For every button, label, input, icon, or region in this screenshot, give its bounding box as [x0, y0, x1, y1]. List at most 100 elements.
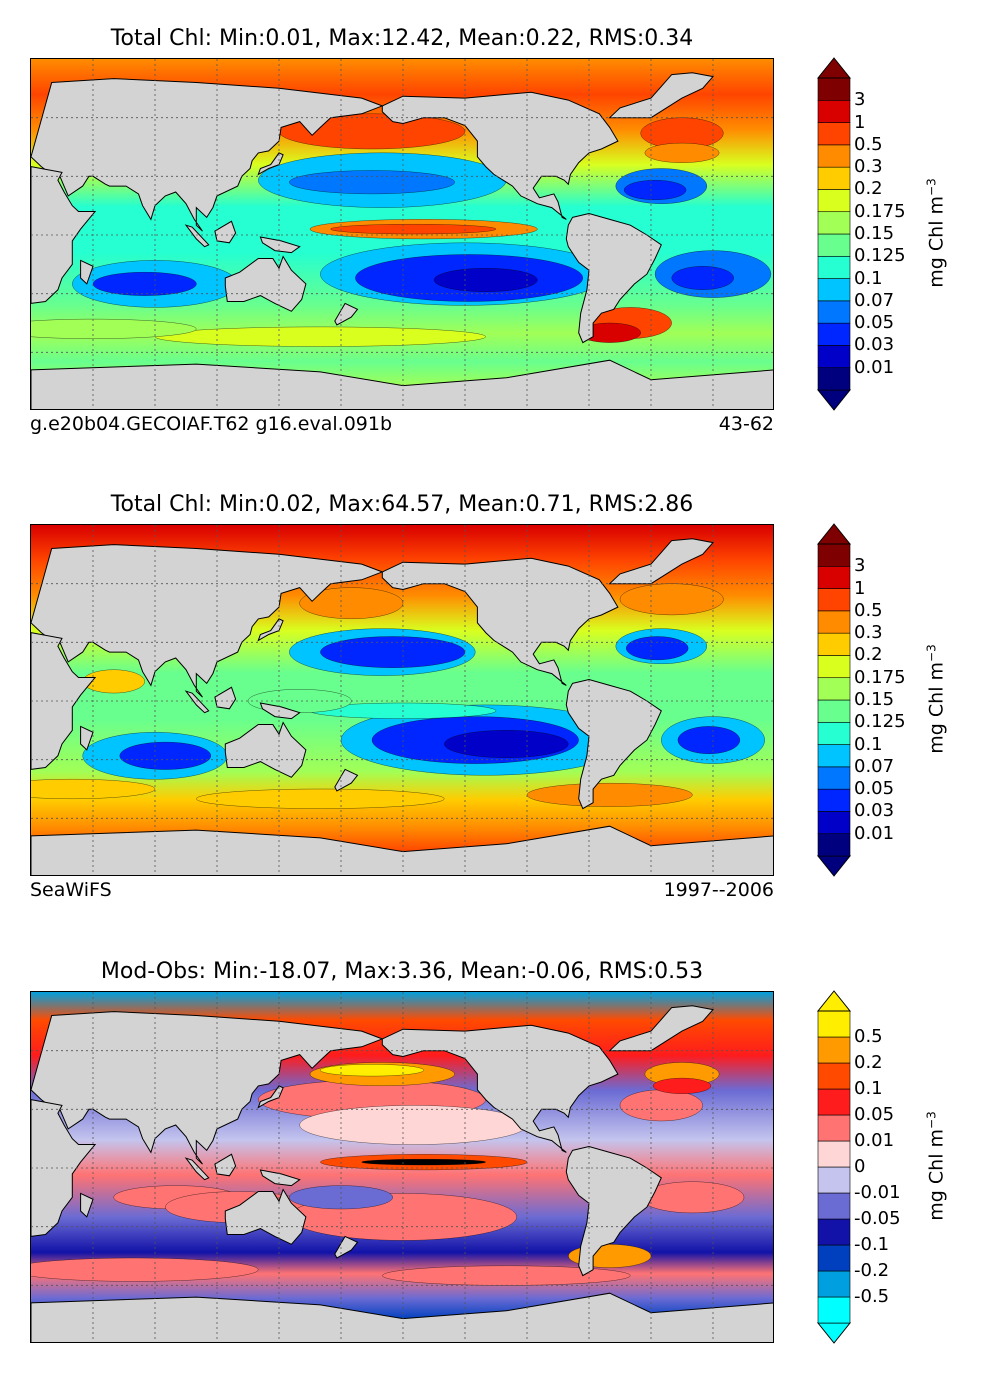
colorbar-segment [817, 367, 851, 391]
land-greenland [608, 538, 714, 585]
contour-region-16 [196, 788, 445, 809]
contour-region-12 [330, 223, 497, 235]
contour-region-10 [92, 271, 197, 296]
colorbar-segment [817, 833, 851, 857]
colorbar-tick-label: 0.125 [854, 711, 906, 733]
land-australia [224, 1188, 307, 1245]
colorbar-tick-label: 0.05 [854, 778, 895, 800]
colorbar-tick-label: 0.2 [854, 1052, 883, 1073]
land-greenland [608, 1005, 714, 1052]
contour-region-8 [671, 266, 734, 290]
contour-region-10 [119, 741, 212, 770]
colorbar-ticks: 0.01 0.03 0.05 0.07 0.1 0.125 0.15 0.175 0.2 0.3 0… [854, 544, 924, 856]
colorbar-lower-extend [816, 1322, 852, 1344]
land-new-zealand [334, 1235, 359, 1259]
colorbar-segment [817, 788, 851, 812]
colorbar-tick-label: 0.1 [854, 267, 883, 289]
colorbar [816, 990, 852, 1344]
colorbar-tick-label: 0.3 [854, 622, 883, 644]
colorbar [816, 57, 852, 411]
colorbar-tick-label: 0.1 [854, 1078, 883, 1099]
land-south-america [565, 678, 662, 810]
colorbar-segment [817, 278, 851, 302]
colorbar-tick-label: 0.05 [854, 312, 895, 334]
colorbar-tick-label: 0.2 [854, 178, 883, 200]
panel-title: Total Chl: Min:0.01, Max:12.42, Mean:0.2… [110, 26, 694, 51]
colorbar-label: mg Chl m−3 [924, 1111, 948, 1221]
colorbar-upper-extend [816, 57, 852, 79]
contour-region-17 [619, 583, 724, 616]
colorbar-tick-label: 0.01 [854, 1130, 895, 1151]
contour-region-18 [299, 587, 404, 620]
colorbar-segment [817, 1140, 851, 1168]
panel-title: Mod-Obs: Min:-18.07, Max:3.36, Mean:-0.0… [100, 959, 704, 984]
colorbar-segment [817, 1062, 851, 1090]
colorbar-upper-extend [816, 523, 852, 545]
contour-region-3 [623, 179, 687, 201]
contour-region-8 [677, 726, 741, 755]
contour-region-14 [526, 782, 693, 807]
colorbar-segment [817, 744, 851, 768]
contour-region-6 [444, 730, 569, 758]
colorbar-lower-extend [816, 389, 852, 411]
contour-region-3 [625, 636, 689, 661]
land-eurasia [31, 1011, 384, 1165]
land-africa [31, 632, 97, 770]
colorbar-segment [817, 1088, 851, 1116]
colorbar-upper-extend [816, 990, 852, 1012]
colorbar-tick-label: 0.3 [854, 156, 883, 178]
contour-region-6 [433, 268, 538, 292]
colorbar-lower-extend [816, 855, 852, 877]
land-madagascar [80, 259, 94, 285]
land-new-zealand [334, 302, 359, 326]
land-japan [257, 1085, 284, 1109]
contour-region-18 [154, 326, 486, 347]
land-africa [31, 166, 97, 304]
panel-model: Total Chl: Min:0.01, Max:12.42, Mean:0.2… [0, 0, 981, 440]
colorbar-tick-label: 0.175 [854, 200, 906, 222]
colorbar-tick-label: 0.03 [854, 334, 895, 356]
panel-observed: Total Chl: Min:0.02, Max:64.57, Mean:0.7… [0, 466, 981, 906]
map-difference [30, 991, 774, 1343]
diff-region-8 [361, 1158, 486, 1166]
land-australia [224, 255, 307, 312]
land-madagascar [80, 725, 94, 751]
right-caption: 43-62 [718, 413, 774, 435]
land-sumatra [184, 224, 210, 248]
colorbar-tick-label: 1 [854, 577, 866, 599]
colorbar-segment [817, 1218, 851, 1246]
colorbar-segment [817, 610, 851, 634]
colorbar-segment [817, 1296, 851, 1324]
land-eurasia [31, 544, 384, 698]
colorbar-segment [817, 322, 851, 346]
map-model [30, 58, 774, 410]
colorbar-tick-label: 0.175 [854, 666, 906, 688]
contour-region-15 [644, 142, 720, 163]
colorbar-tick-label: -0.05 [854, 1208, 901, 1229]
colorbar-tick-label: -0.1 [854, 1234, 890, 1255]
colorbar-tick-label: 0 [854, 1156, 866, 1177]
colorbar-segment [817, 1166, 851, 1194]
colorbar-tick-label: 0.5 [854, 133, 883, 155]
colorbar-tick-label: 3 [854, 89, 866, 111]
colorbar-tick-label: 0.125 [854, 245, 906, 267]
colorbar-segment [817, 766, 851, 790]
colorbar-tick-label: -0.01 [854, 1182, 901, 1203]
colorbar-segment [817, 211, 851, 235]
contour-region-1 [320, 636, 466, 668]
colorbar-segment [817, 77, 851, 101]
colorbar-segment [817, 655, 851, 679]
colorbar-segment [817, 811, 851, 835]
colorbar-segment [817, 189, 851, 213]
colorbar-segment [817, 255, 851, 279]
colorbar-segment [817, 699, 851, 723]
land-japan [257, 618, 284, 642]
colorbar-tick-label: 0.2 [854, 644, 883, 666]
diff-region-2 [619, 1089, 703, 1122]
land-greenland [608, 72, 714, 119]
colorbar-segment [817, 588, 851, 612]
colorbar-segment [817, 1192, 851, 1220]
land-south-america [565, 1145, 662, 1277]
colorbar-tick-label: 0.5 [854, 599, 883, 621]
colorbar-tick-label: 3 [854, 555, 866, 577]
